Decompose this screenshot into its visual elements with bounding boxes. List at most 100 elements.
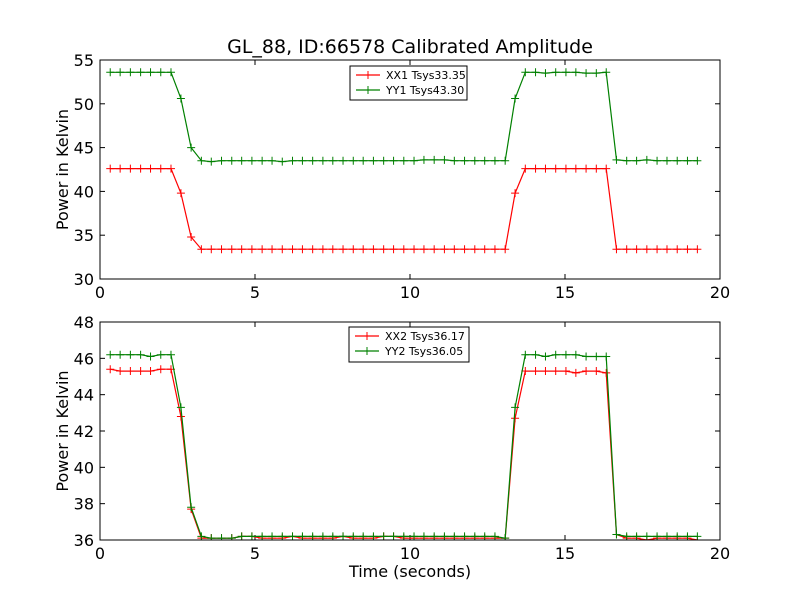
data-point	[126, 68, 135, 77]
data-point	[571, 68, 580, 77]
x-tick-label: 20	[710, 544, 730, 563]
data-point	[197, 245, 206, 254]
x-tick-label: 15	[555, 283, 575, 302]
data-point	[653, 532, 662, 540]
data-point	[653, 245, 662, 254]
legend-box	[348, 326, 470, 363]
data-point	[480, 245, 489, 254]
legend-label: XX2 Tsys36.17	[385, 330, 465, 343]
y-tick-label: 44	[74, 386, 94, 405]
y-tick-label: 30	[74, 270, 94, 289]
data-point	[136, 350, 145, 359]
data-point	[521, 350, 530, 359]
data-point	[470, 156, 479, 165]
series-group	[106, 350, 702, 540]
data-point	[308, 532, 317, 540]
data-point	[207, 534, 216, 540]
legend-label: YY1 Tsys43.30	[385, 84, 464, 97]
data-point	[582, 164, 591, 173]
data-point	[136, 164, 145, 173]
legend: XX2 Tsys36.17 YY2 Tsys36.05	[348, 326, 470, 363]
data-point	[450, 245, 459, 254]
data-point	[430, 532, 439, 540]
data-point	[207, 157, 216, 166]
data-point	[379, 156, 388, 165]
data-point	[592, 69, 601, 78]
data-point	[116, 350, 125, 359]
data-point	[166, 68, 175, 77]
data-point	[379, 532, 388, 540]
y-tick-label: 46	[74, 349, 94, 368]
data-point	[176, 94, 185, 103]
data-point	[531, 164, 540, 173]
data-point	[126, 367, 135, 376]
data-point	[551, 350, 560, 359]
data-point	[339, 156, 348, 165]
data-point	[156, 68, 165, 77]
data-point	[349, 532, 358, 540]
data-point	[197, 532, 206, 540]
data-point	[541, 69, 550, 78]
data-point	[410, 156, 419, 165]
data-point	[237, 532, 246, 540]
data-point	[237, 156, 246, 165]
y-axis-label: Power in Kelvin	[53, 370, 72, 491]
data-point	[227, 534, 236, 540]
data-point	[430, 155, 439, 164]
plot-frame	[99, 59, 721, 280]
data-point	[116, 68, 125, 77]
data-point	[662, 245, 671, 254]
data-point	[642, 245, 651, 254]
data-point	[480, 532, 489, 540]
data-point	[571, 350, 580, 359]
x-tick-label: 5	[250, 544, 260, 563]
data-point	[328, 245, 337, 254]
data-point	[440, 155, 449, 164]
legend: XX1 Tsys33.35 YY1 Tsys43.30	[349, 65, 468, 101]
data-point	[693, 245, 702, 254]
data-point	[399, 532, 408, 540]
data-point	[460, 532, 469, 540]
data-point	[247, 156, 256, 165]
data-point	[288, 245, 297, 254]
data-point	[359, 156, 368, 165]
data-point	[369, 532, 378, 540]
data-point	[176, 403, 185, 412]
data-point	[642, 155, 651, 164]
data-point	[410, 532, 419, 540]
data-point	[501, 156, 510, 165]
data-point	[511, 189, 520, 198]
data-point	[460, 245, 469, 254]
legend-label: YY2 Tsys36.05	[384, 345, 463, 358]
y-tick-label: 38	[74, 495, 94, 514]
data-point	[399, 156, 408, 165]
data-point	[561, 367, 570, 376]
data-point	[683, 245, 692, 254]
data-point	[612, 245, 621, 254]
data-point	[632, 532, 641, 540]
data-point	[106, 365, 115, 374]
data-point	[450, 156, 459, 165]
data-point	[116, 367, 125, 376]
data-point	[217, 534, 226, 540]
data-point	[349, 245, 358, 254]
data-point	[268, 156, 277, 165]
data-point	[642, 532, 651, 540]
x-tick-label: 15	[555, 544, 575, 563]
data-point	[662, 532, 671, 540]
data-point	[217, 156, 226, 165]
data-point	[551, 68, 560, 77]
bottom-panel: 0 5 10 15 20 36 38 40 42 44 46 48 Power in Kelvin Tim…	[53, 313, 730, 581]
x-tick-label: 0	[95, 544, 105, 563]
data-point	[551, 367, 560, 376]
legend-marker	[364, 86, 372, 94]
data-point	[278, 245, 287, 254]
data-point	[288, 156, 297, 165]
data-point	[460, 156, 469, 165]
data-point	[399, 245, 408, 254]
data-point	[116, 164, 125, 173]
data-point	[349, 156, 358, 165]
data-point	[592, 164, 601, 173]
data-point	[561, 164, 570, 173]
y-tick-label: 40	[74, 458, 94, 477]
